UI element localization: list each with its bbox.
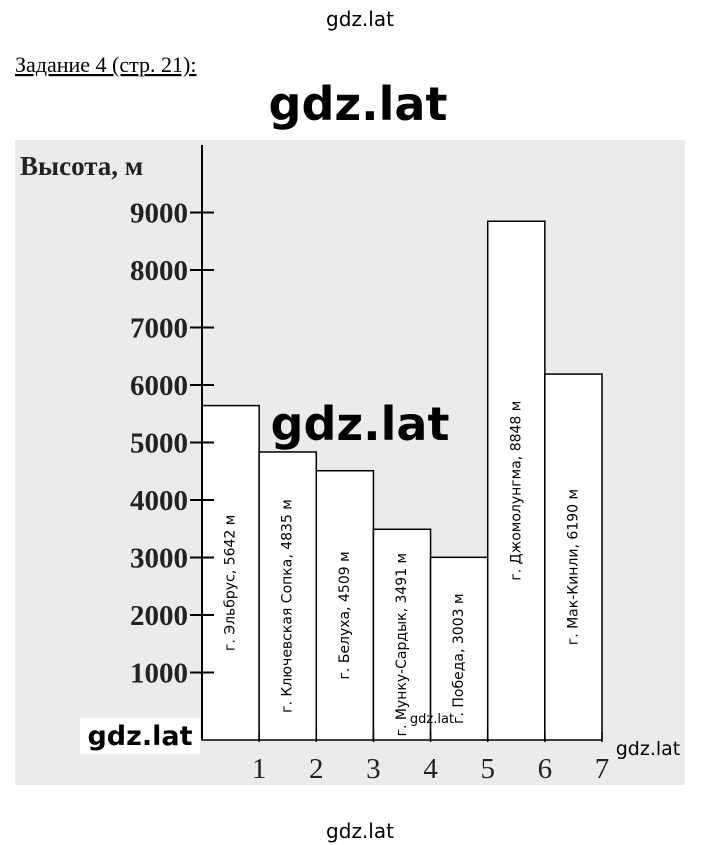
bar <box>201 404 260 741</box>
watermarks: gdz.lat gdz.lat gdz.lat gdz.lat gdz.lat … <box>80 77 680 843</box>
x-tick-label: 3 <box>366 753 381 785</box>
plot: г. Эльбрус, 5642 м г. Ключевская Сопка, 4… <box>130 145 609 785</box>
y-tick-label: 6000 <box>130 370 188 402</box>
watermark: gdz.lat <box>326 819 394 843</box>
bar-label: г. Эльбрус, 5642 м <box>223 515 239 651</box>
watermark: gdz.lat <box>87 721 192 752</box>
y-tick-label: 9000 <box>130 198 188 230</box>
y-tick-label: 7000 <box>130 313 188 345</box>
bar-label: г. Победа, 3003 м <box>451 593 467 723</box>
y-tick-label: 4000 <box>130 485 188 517</box>
header: gdz.lat <box>326 7 394 31</box>
x-tick-label: 6 <box>538 753 553 785</box>
watermark: gdz.lat <box>616 738 681 760</box>
bar <box>315 469 375 741</box>
y-tick-label: 8000 <box>130 255 188 287</box>
x-tick-label: 4 <box>423 753 438 785</box>
watermark: gdz.lat <box>271 397 450 451</box>
bar <box>544 373 603 741</box>
y-tick-label: 2000 <box>130 600 188 632</box>
watermark: gdz.lat <box>410 712 454 727</box>
y-tick-label: 5000 <box>130 428 188 460</box>
x-tick-label: 2 <box>309 753 324 785</box>
watermark-bg <box>80 718 200 754</box>
y-tick-label: 1000 <box>130 658 188 690</box>
bar-label: г. Джомолунгма, 8848 м <box>508 401 524 581</box>
bar-label: г. Мак-Кинли, 6190 м <box>565 489 581 645</box>
bar-label: г. Белуха, 4509 м <box>337 551 353 679</box>
x-tick-label: 1 <box>252 753 267 785</box>
x-tick-label: 7 <box>595 753 610 785</box>
task-title: Задание 4 (стр. 21): <box>15 52 196 77</box>
y-axis-label: Высота, м <box>20 151 143 181</box>
y-tick-label: 3000 <box>130 543 188 575</box>
watermark: gdz.lat <box>269 77 448 131</box>
x-tick-label: 5 <box>480 753 495 785</box>
bar-label: г. Мунку-Сардык, 3491 м <box>394 553 410 737</box>
bar-label: г. Ключевская Сопка, 4835 м <box>280 499 296 713</box>
